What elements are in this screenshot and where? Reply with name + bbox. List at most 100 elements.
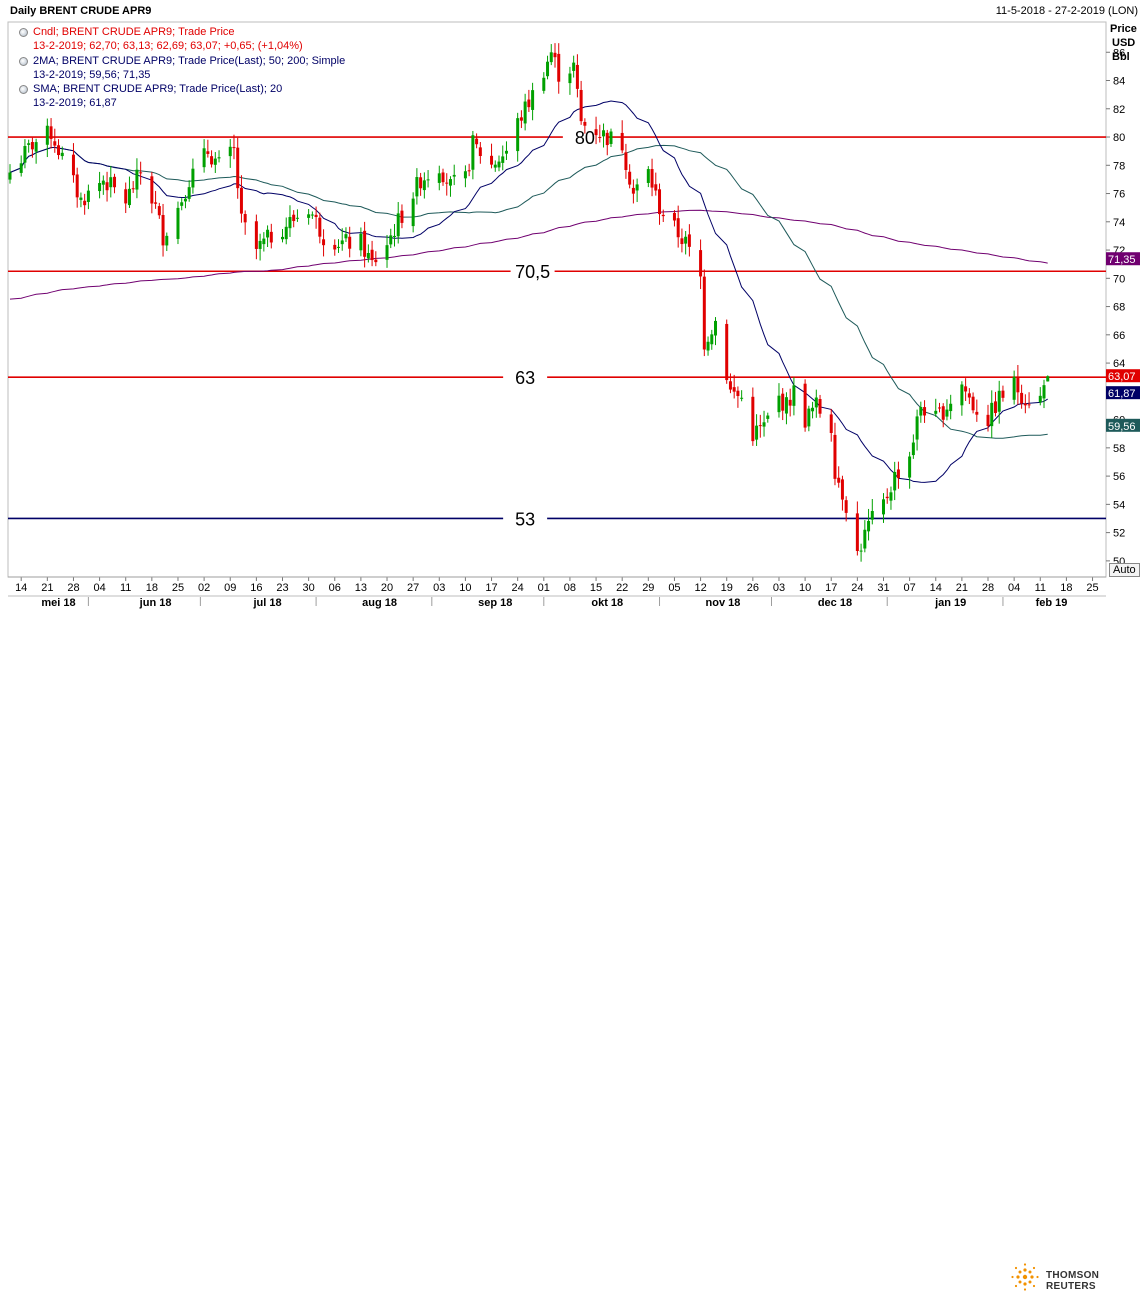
candle-body (236, 147, 240, 189)
candle-body (1023, 403, 1027, 406)
price-tag (1106, 369, 1140, 383)
candle-body (127, 188, 131, 206)
axis-title-price: Price (1110, 23, 1137, 35)
candle-body (105, 182, 109, 191)
auto-scale-button[interactable]: Auto (1109, 563, 1140, 577)
x-tick-label: 06 (329, 582, 341, 594)
candle-body (228, 146, 232, 157)
x-tick-label: 24 (851, 582, 863, 594)
candle-body (281, 236, 284, 240)
x-tick-label: 16 (250, 582, 262, 594)
level-label: 53 (515, 509, 535, 529)
candle-body (165, 235, 169, 246)
x-tick-label: 02 (198, 582, 210, 594)
candle-body (27, 143, 31, 145)
ma50-line (9, 144, 1048, 439)
candle-body (288, 217, 292, 229)
thomson-reuters-brand: THOMSON REUTERS (1046, 1270, 1100, 1292)
month-separators (87, 597, 1004, 606)
candle-body (1016, 376, 1020, 393)
candle-body (725, 323, 729, 381)
candle-body (523, 101, 527, 124)
x-tick-label: 14 (930, 582, 942, 594)
candle-body (549, 52, 553, 63)
legend-radio-icon[interactable] (19, 28, 28, 37)
candle-body (348, 236, 352, 249)
x-tick-label: 04 (93, 582, 105, 594)
candle-body (504, 150, 508, 154)
price-tag (1106, 418, 1140, 432)
price-tag-label: 61,87 (1108, 388, 1136, 400)
candle-body (478, 147, 482, 157)
y-tick-label: 78 (1113, 160, 1125, 172)
candle-body (441, 172, 445, 183)
candle-body (568, 73, 572, 84)
candle-body (889, 492, 893, 501)
candle-body (579, 89, 583, 122)
axis-title-unit: Bbl (1112, 51, 1130, 63)
legend-sma-values: 13-2-2019; 61,87 (33, 97, 117, 109)
candle-body (911, 442, 915, 456)
candle-body (154, 202, 158, 204)
y-tick-label: 84 (1113, 76, 1125, 88)
candle-body (19, 163, 23, 173)
candle-body (98, 183, 102, 192)
candle-body (1020, 392, 1024, 404)
candle-body (1038, 395, 1042, 403)
candle-body (243, 214, 247, 223)
candle-body (870, 511, 874, 520)
x-month-label: aug 18 (362, 597, 397, 609)
candle-body (781, 393, 785, 411)
legend-radio-icon[interactable] (19, 85, 28, 94)
candle-body (575, 64, 579, 89)
x-tick-label: 31 (877, 582, 889, 594)
candle-body (385, 245, 389, 260)
candle-body (161, 214, 165, 246)
candle-body (680, 238, 684, 245)
legend-sma-name: SMA; BRENT CRUDE APR9; Trade Price(Last)… (33, 83, 283, 95)
x-tick-label: 20 (381, 582, 393, 594)
candle-body (937, 407, 941, 409)
candle-body (758, 425, 762, 427)
candle-body (490, 155, 494, 165)
candle-body (83, 200, 87, 206)
x-month-label: feb 19 (1036, 597, 1068, 609)
axis-title-currency: USD (1112, 37, 1136, 49)
x-tick-label: 18 (146, 582, 158, 594)
candle-body (990, 402, 994, 427)
x-tick-label: 22 (616, 582, 628, 594)
legend-candle-name: Cndl; BRENT CRUDE APR9; Trade Price (33, 26, 235, 38)
candle-body (908, 456, 912, 478)
candle-body (687, 234, 691, 247)
candle-body (314, 214, 318, 218)
candle-body (422, 180, 426, 191)
date-range: 11-5-2018 - 27-2-2019 (LON) (995, 5, 1138, 17)
candle-body (654, 184, 658, 191)
candle-body (437, 173, 441, 183)
candle-body (605, 132, 609, 146)
candle-body (803, 383, 807, 428)
x-month-label: sep 18 (478, 597, 512, 609)
candle-body (411, 198, 415, 227)
x-tick-label: 10 (459, 582, 471, 594)
legend-2ma-values: 13-2-2019; 59,56; 71,35 (33, 69, 151, 81)
y-tick-label: 66 (1113, 330, 1125, 342)
candle-body (788, 399, 792, 406)
legend-radio-icon[interactable] (19, 57, 28, 66)
candle-body (318, 217, 322, 237)
x-tick-label: 25 (172, 582, 184, 594)
x-tick-label: 03 (773, 582, 785, 594)
candle-body (370, 249, 374, 261)
x-month-label: jun 18 (139, 597, 172, 609)
candle-body (762, 422, 766, 427)
price-tag-label: 63,07 (1108, 371, 1136, 383)
candle-body (239, 187, 243, 214)
candle-body (893, 471, 897, 491)
thomson-reuters-logo-icon (1011, 1263, 1039, 1291)
legend-2ma-name: 2MA; BRENT CRUDE APR9; Trade Price(Last)… (33, 55, 346, 67)
candle-body (658, 189, 662, 215)
candle-body (740, 397, 744, 399)
candle-body (445, 182, 449, 184)
candle-body (1001, 390, 1005, 398)
candle-body (777, 395, 781, 413)
